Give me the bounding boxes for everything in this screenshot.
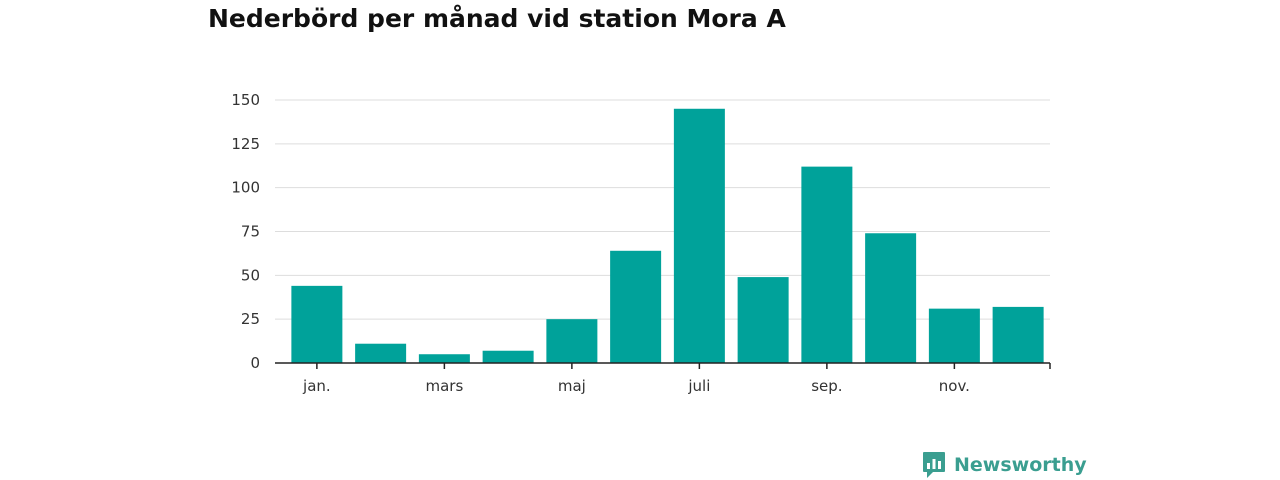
x-tick-label: sep. xyxy=(811,377,842,395)
bar-nov xyxy=(928,308,980,363)
newsworthy-logo-icon xyxy=(923,452,945,478)
brand-name: Newsworthy xyxy=(954,454,1087,476)
bar-dec xyxy=(992,306,1044,363)
bars xyxy=(291,108,1044,364)
chart-title: Nederbörd per månad vid station Mora A xyxy=(208,4,786,33)
y-tick-label: 100 xyxy=(231,179,260,197)
bar-jan xyxy=(291,285,343,363)
x-tick-label: nov. xyxy=(939,377,970,395)
bar-maj xyxy=(546,319,598,363)
y-tick-label: 75 xyxy=(241,223,260,241)
x-tick-label: mars xyxy=(425,377,463,395)
x-axis-ticks: jan. mars maj juli sep. nov. xyxy=(302,377,970,395)
bar-juli xyxy=(673,108,725,364)
bar-aug xyxy=(737,277,789,363)
y-tick-label: 0 xyxy=(250,354,260,372)
bar-sep xyxy=(801,166,853,363)
y-tick-label: 50 xyxy=(241,266,260,284)
bar-april xyxy=(482,350,534,363)
x-tick-label: jan. xyxy=(302,377,331,395)
bar-juni xyxy=(610,250,662,363)
bar-okt xyxy=(865,233,917,363)
y-tick-label: 150 xyxy=(231,91,260,109)
x-axis xyxy=(275,362,1051,369)
x-tick-label: maj xyxy=(558,377,586,395)
y-tick-label: 25 xyxy=(241,310,260,328)
y-tick-label: 125 xyxy=(231,135,260,153)
newsworthy-logo: Newsworthy xyxy=(922,450,1087,480)
bar-feb xyxy=(355,343,407,363)
bar-mars xyxy=(418,354,470,363)
grid-lines xyxy=(275,99,1050,320)
y-axis-ticks: 0 25 50 75 100 125 150 xyxy=(231,91,260,372)
x-tick-label: juli xyxy=(687,377,710,395)
